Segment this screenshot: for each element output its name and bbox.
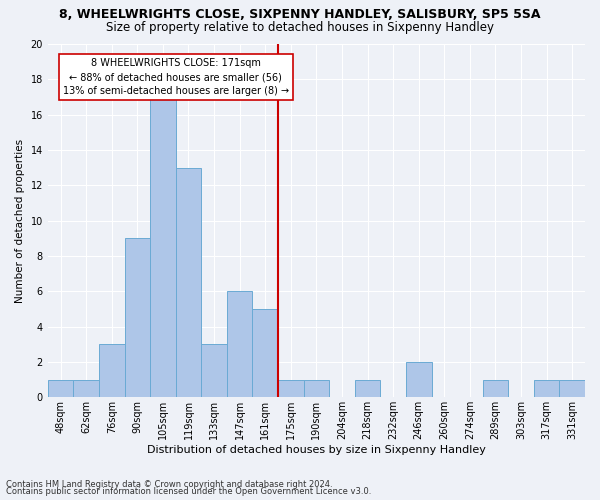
Bar (534, 380, 559, 398)
Text: Size of property relative to detached houses in Sixpenny Handley: Size of property relative to detached ho… (106, 21, 494, 34)
Text: 8, WHEELWRIGHTS CLOSE, SIXPENNY HANDLEY, SALISBURY, SP5 5SA: 8, WHEELWRIGHTS CLOSE, SIXPENNY HANDLEY,… (59, 8, 541, 20)
Text: Contains HM Land Registry data © Crown copyright and database right 2024.: Contains HM Land Registry data © Crown c… (6, 480, 332, 489)
Bar (278, 380, 304, 398)
Bar (99, 344, 125, 398)
X-axis label: Distribution of detached houses by size in Sixpenny Handley: Distribution of detached houses by size … (147, 445, 486, 455)
Bar (201, 344, 227, 398)
Bar (559, 380, 585, 398)
Text: 8 WHEELWRIGHTS CLOSE: 171sqm
← 88% of detached houses are smaller (56)
13% of se: 8 WHEELWRIGHTS CLOSE: 171sqm ← 88% of de… (62, 58, 289, 96)
Bar (73, 380, 99, 398)
Bar (150, 97, 176, 398)
Y-axis label: Number of detached properties: Number of detached properties (15, 138, 25, 302)
Bar (227, 292, 253, 398)
Bar (48, 380, 73, 398)
Bar (253, 309, 278, 398)
Bar (406, 362, 431, 398)
Bar (482, 380, 508, 398)
Bar (304, 380, 329, 398)
Bar (355, 380, 380, 398)
Bar (125, 238, 150, 398)
Bar (176, 168, 201, 398)
Text: Contains public sector information licensed under the Open Government Licence v3: Contains public sector information licen… (6, 487, 371, 496)
